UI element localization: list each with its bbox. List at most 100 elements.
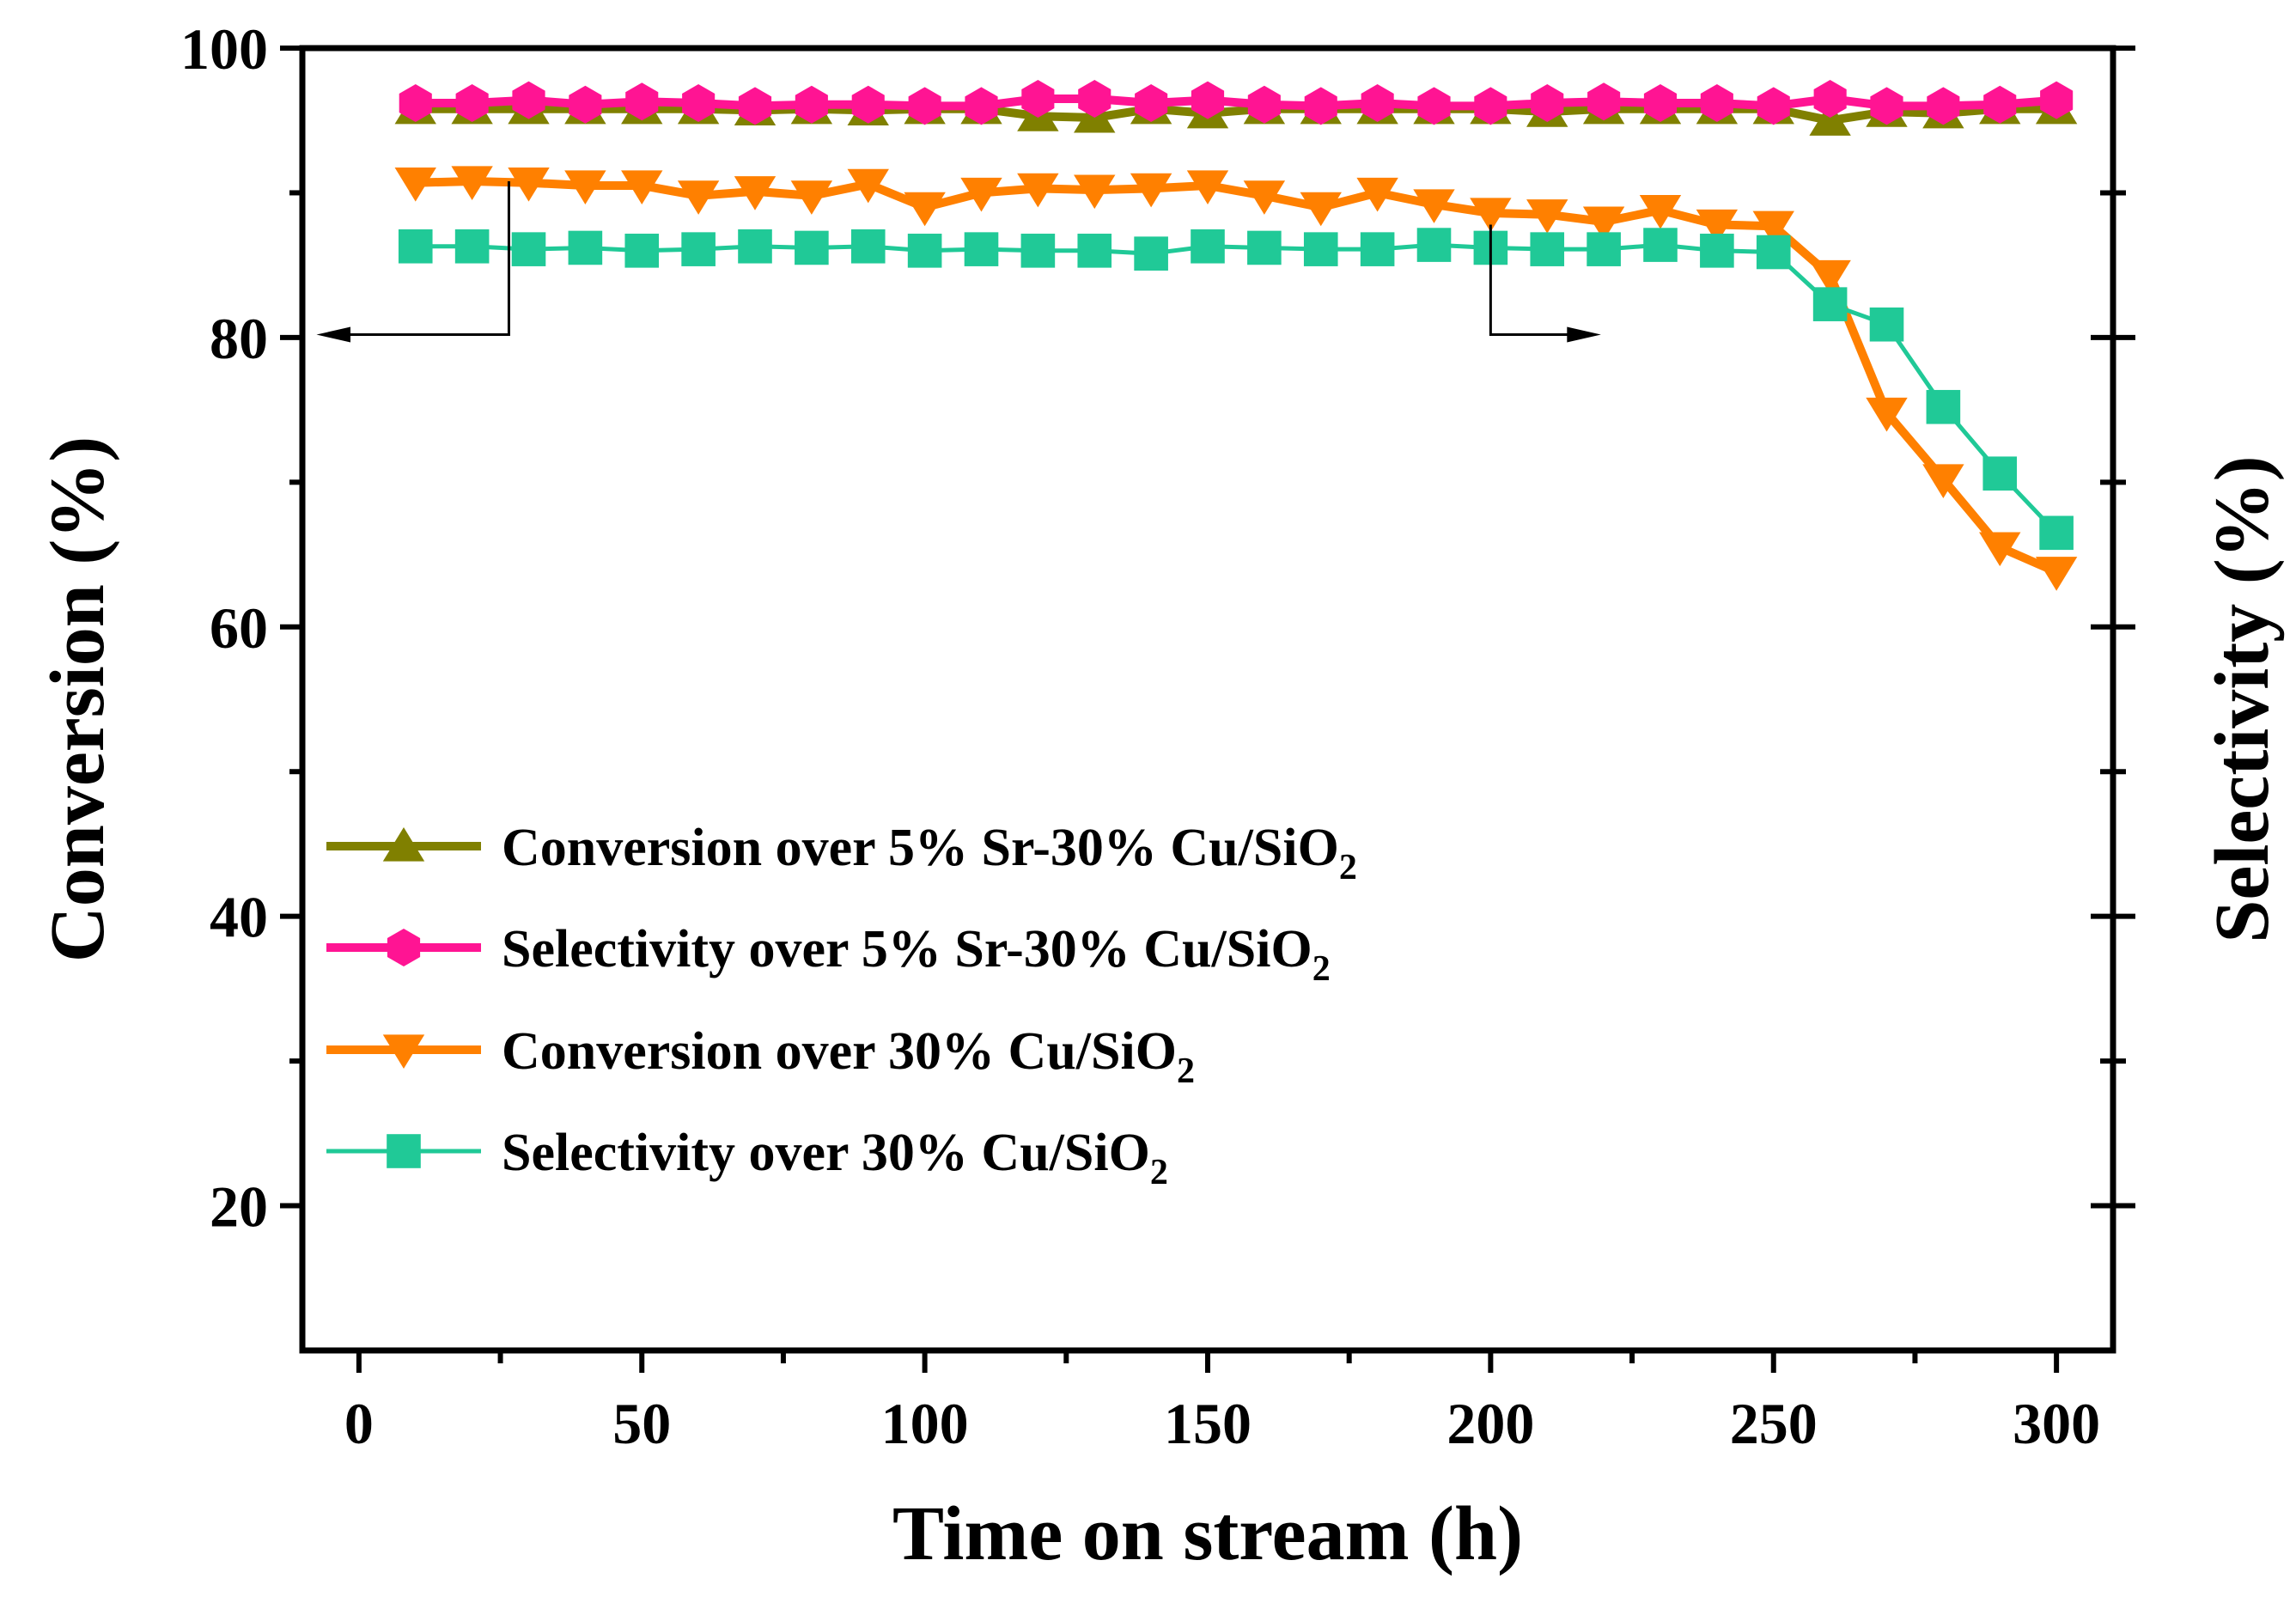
series-line — [415, 242, 2058, 535]
data-point — [907, 234, 942, 268]
data-point — [847, 168, 889, 204]
data-point — [1074, 174, 1116, 210]
data-point — [1417, 87, 1451, 125]
data-point — [382, 827, 425, 862]
data-point — [1643, 84, 1678, 122]
data-point — [387, 1134, 421, 1168]
data-point — [511, 232, 546, 266]
series-4 — [398, 228, 2074, 551]
data-point — [1243, 180, 1286, 215]
data-point — [564, 170, 606, 205]
series-line — [415, 104, 2057, 125]
data-point — [1582, 206, 1625, 241]
data-point — [1700, 234, 1734, 268]
data-point — [394, 168, 436, 202]
data-point — [569, 85, 602, 124]
data-point — [1530, 232, 1565, 266]
x-tick-label: 150 — [1164, 1391, 1252, 1456]
y2-axis-title: Selectivity (%) — [2200, 455, 2285, 942]
data-point — [1700, 84, 1733, 122]
data-point — [960, 177, 1002, 212]
data-point — [1134, 236, 1168, 271]
data-point — [1809, 259, 1851, 295]
data-point — [1752, 210, 1794, 246]
data-point — [568, 230, 603, 265]
data-point — [624, 234, 660, 268]
data-point — [1643, 228, 1678, 262]
data-point — [1191, 229, 1225, 264]
data-point — [398, 229, 433, 264]
data-point — [1812, 287, 1848, 321]
data-point — [1813, 80, 1847, 118]
data-point — [850, 229, 886, 264]
data-point — [1186, 170, 1229, 205]
x-tick-label: 250 — [1730, 1391, 1818, 1456]
data-point — [1191, 81, 1225, 119]
data-point — [795, 85, 828, 124]
data-point — [1982, 456, 2018, 491]
series-2 — [399, 80, 2074, 125]
data-point — [1926, 389, 1961, 424]
data-point — [1077, 234, 1112, 268]
data-point — [1922, 464, 1964, 498]
data-point — [1474, 87, 1507, 125]
data-point — [1757, 87, 1790, 125]
data-point — [625, 82, 659, 121]
data-point — [682, 84, 716, 122]
y-tick-label: 20 — [210, 1174, 268, 1240]
y-tick-label: 60 — [210, 595, 268, 661]
series-3 — [394, 166, 2078, 591]
legend-entry: Selectivity over 30% Cu/SiO2 — [326, 1124, 1168, 1192]
data-point — [621, 170, 663, 205]
data-point — [2035, 557, 2078, 591]
legend-label: Conversion over 5% Sr-30% Cu/SiO2 — [502, 819, 1357, 887]
legend-entry: Conversion over 30% Cu/SiO2 — [326, 1022, 1195, 1091]
y-tick-label: 40 — [210, 885, 268, 950]
series-line — [415, 94, 2057, 111]
y-axis-title: Conversion (%) — [35, 436, 120, 962]
legend: Conversion over 5% Sr-30% Cu/SiO2 Selecti… — [326, 819, 1357, 1192]
data-point — [508, 168, 550, 202]
legend-label: Conversion over 30% Cu/SiO2 — [502, 1022, 1195, 1091]
data-point — [2040, 81, 2074, 119]
left-arrow-head — [316, 326, 350, 343]
right-axis-arrow-line — [1489, 224, 1581, 337]
data-point — [382, 1034, 425, 1069]
tick-labels: 0 50 100 150 200 250 300 20 40 60 80 100 — [180, 16, 2100, 1456]
x-axis-title: Time on stream (h) — [892, 1491, 1523, 1576]
y-tick-label: 100 — [180, 16, 268, 82]
data-point — [1809, 101, 1851, 136]
x-tick-label: 200 — [1446, 1391, 1534, 1456]
data-point — [1470, 198, 1512, 233]
left-axis-arrow-line — [336, 180, 510, 337]
data-point — [512, 81, 545, 119]
legend-label: Selectivity over 30% Cu/SiO2 — [502, 1124, 1168, 1192]
data-point — [964, 232, 999, 266]
data-point — [1017, 173, 1059, 208]
data-point — [1927, 87, 1960, 125]
data-point — [1300, 192, 1342, 227]
data-point — [1247, 230, 1282, 265]
data-point — [1020, 234, 1056, 268]
data-point — [677, 180, 720, 215]
data-point — [1639, 195, 1682, 229]
data-point — [1303, 232, 1338, 266]
data-point — [1756, 235, 1791, 270]
data-point — [1983, 85, 2017, 124]
data-point — [965, 87, 998, 125]
data-point — [454, 229, 490, 264]
data-point — [1526, 199, 1568, 234]
data-point — [1247, 85, 1281, 124]
x-tick-label: 300 — [2013, 1391, 2100, 1456]
data-point — [1361, 84, 1394, 122]
data-point — [1870, 87, 1903, 125]
x-tick-label: 0 — [344, 1391, 374, 1456]
data-point — [1587, 82, 1621, 121]
data-point — [2039, 515, 2074, 551]
data-point — [1130, 173, 1172, 208]
data-point — [1021, 80, 1055, 118]
legend-entry: Conversion over 5% Sr-30% Cu/SiO2 — [326, 819, 1357, 887]
data-point — [1304, 87, 1337, 125]
data-point — [734, 176, 776, 210]
data-point — [790, 180, 833, 215]
